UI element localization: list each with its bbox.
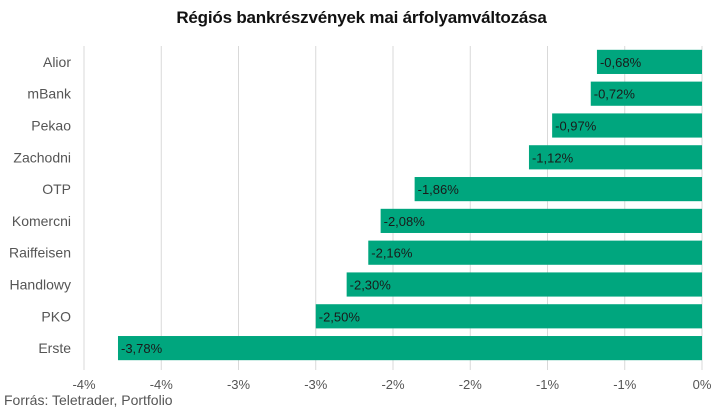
chart-title: Régiós bankrészvények mai árfolyamváltoz… xyxy=(176,8,547,27)
category-label: PKO xyxy=(41,308,71,324)
category-label: Handlowy xyxy=(10,277,71,293)
bar-otp xyxy=(414,177,702,202)
bar-alior xyxy=(596,49,702,74)
category-label: Pekao xyxy=(31,118,71,134)
bar-komercni xyxy=(380,208,702,233)
data-label: -1,12% xyxy=(532,150,574,165)
data-label: -3,78% xyxy=(121,341,163,356)
data-label: -0,68% xyxy=(600,55,642,70)
x-tick-label: 0% xyxy=(693,377,712,392)
category-label: Komercni xyxy=(12,213,71,229)
x-tick-label: -3% xyxy=(304,377,328,392)
x-axis-tick-labels: -4% -4% -3% -3% -2% -2% -1% -1% 0% xyxy=(72,377,711,392)
bar-pekao xyxy=(552,113,702,138)
bar-raiffeisen xyxy=(368,240,702,265)
bar-erste xyxy=(117,336,703,361)
bar-pko xyxy=(315,304,702,329)
data-label: -2,30% xyxy=(350,278,392,293)
category-label: Zachodni xyxy=(13,149,71,165)
bar-handlowy xyxy=(346,272,702,297)
category-label: Erste xyxy=(38,340,71,356)
data-label: -2,50% xyxy=(319,309,361,324)
data-label: -2,08% xyxy=(384,214,426,229)
bars: -0,68% -0,72% -0,97% -1,12% -1,86% -2,08% -2,1… xyxy=(117,49,703,361)
category-label: mBank xyxy=(27,86,72,102)
x-tick-label: -2% xyxy=(381,377,405,392)
category-label: Alior xyxy=(43,54,71,70)
x-tick-label: -4% xyxy=(150,377,174,392)
data-label: -0,72% xyxy=(594,87,636,102)
x-tick-label: -4% xyxy=(72,377,96,392)
data-label: -2,16% xyxy=(371,246,413,261)
category-label: Raiffeisen xyxy=(9,245,71,261)
x-tick-label: -2% xyxy=(459,377,483,392)
data-label: -0,97% xyxy=(555,119,597,134)
category-labels: Alior mBank Pekao Zachodni OTP Komercni Raiffe… xyxy=(9,54,72,356)
x-tick-label: -1% xyxy=(613,377,637,392)
x-tick-label: -3% xyxy=(227,377,251,392)
x-tick-label: -1% xyxy=(536,377,560,392)
bar-mbank xyxy=(590,81,702,106)
source-note: Forrás: Teletrader, Portfolio xyxy=(4,392,173,408)
data-label: -1,86% xyxy=(418,182,460,197)
bar-zachodni xyxy=(528,145,702,170)
category-label: OTP xyxy=(42,181,71,197)
